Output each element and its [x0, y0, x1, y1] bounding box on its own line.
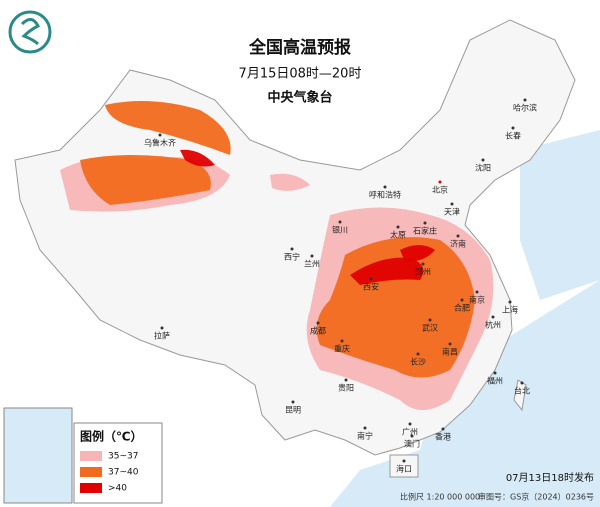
city-dot: [363, 426, 367, 430]
city-dot: [290, 247, 294, 251]
city-label: 呼和浩特: [369, 190, 401, 200]
heat-area: [270, 173, 310, 191]
city-label: 郑州: [415, 267, 431, 277]
city-label: 南宁: [357, 431, 373, 441]
city-label: 拉萨: [154, 331, 170, 341]
legend-swatch: [80, 483, 102, 493]
city-label: 南昌: [442, 347, 458, 357]
city-label: 哈尔滨: [513, 103, 537, 113]
legend-label: >40: [108, 484, 127, 494]
city-dot: [448, 342, 452, 346]
issued-time: 07月13日18时发布: [506, 471, 594, 484]
sea-east: [520, 130, 600, 300]
agency: 中央气象台: [267, 90, 332, 106]
city-dot: [402, 459, 406, 463]
heat-area: [80, 155, 211, 205]
city-dot: [340, 339, 344, 343]
city-label: 海口: [396, 464, 412, 474]
title: 全国高温预报: [248, 37, 351, 58]
city-label: 贵阳: [338, 383, 354, 393]
city-dot: [508, 300, 512, 304]
city-dot: [160, 326, 164, 330]
heat-area: [180, 149, 215, 167]
city-label: 银川: [332, 225, 348, 235]
legend-label: 37~40: [108, 468, 139, 478]
heat-area: [350, 257, 424, 285]
city-label: 天津: [444, 207, 460, 217]
city-dot: [408, 422, 412, 426]
approval-number: 审图号：GS京（2024）0236号: [478, 492, 594, 502]
city-label: 上海: [502, 305, 518, 315]
city-dot: [460, 298, 464, 302]
heat-area: [400, 245, 435, 262]
city-label: 澳门: [404, 439, 420, 449]
city-dot: [456, 234, 460, 238]
city-label: 成都: [310, 326, 326, 336]
city-label: 兰州: [304, 259, 320, 269]
city-dot: [475, 290, 479, 294]
scale: 比例尺 1:20 000 000: [400, 492, 480, 502]
city-label: 重庆: [334, 344, 350, 354]
city-dot: [369, 277, 373, 281]
city-dot: [410, 434, 414, 438]
hainan: [389, 454, 419, 478]
city-dot: [421, 262, 425, 266]
city-dot: [310, 254, 314, 258]
city-label: 济南: [450, 239, 466, 249]
city-dot: [396, 225, 400, 229]
legend-items: 35~37 37~40 >40: [80, 451, 139, 494]
city-label: 沈阳: [475, 163, 491, 173]
city-label: 杭州: [485, 320, 501, 330]
city-label: 武汉: [422, 323, 438, 333]
logo-mark: [20, 18, 41, 46]
city-dot: [481, 158, 485, 162]
city-label: 香港: [435, 432, 451, 442]
city-dot: [491, 315, 495, 319]
city-label: 乌鲁木齐: [144, 138, 176, 148]
city-label: 长沙: [410, 357, 426, 367]
city-dot: [316, 321, 320, 325]
city-dot: [520, 381, 524, 385]
city-label: 合肥: [454, 303, 470, 313]
city-dot: [450, 202, 454, 206]
city-label: 广州: [402, 427, 418, 437]
legend-title: 图例（℃）: [80, 429, 143, 444]
city-label: 南京: [469, 295, 485, 305]
city-label: 太原: [390, 230, 406, 240]
city-dot: [511, 126, 515, 130]
city-dot: [428, 318, 432, 322]
city-dot: [158, 133, 162, 137]
city-label: 福州: [487, 377, 503, 386]
city-label: 北京: [432, 185, 448, 195]
south-sea-inset: [3, 407, 73, 504]
city-dot: [423, 221, 427, 225]
legend-swatch: [80, 467, 102, 477]
city-label: 台北: [514, 386, 530, 396]
city-dot: [338, 220, 342, 224]
city-dot: [438, 180, 442, 184]
heat-area: [105, 101, 231, 155]
heat-areas: [60, 101, 494, 410]
city-dot: [291, 400, 295, 404]
city-label: 昆明: [285, 406, 301, 415]
city-label: 石家庄: [413, 226, 437, 236]
city-dot: [493, 371, 497, 375]
city-dot: [441, 427, 445, 431]
legend-label: 35~37: [108, 452, 138, 462]
city-dot: [344, 378, 348, 382]
city-label: 西安: [363, 282, 379, 292]
time-range: 7月15日08时—20时: [239, 67, 362, 82]
legend-swatch: [80, 451, 102, 461]
city-label: 西宁: [284, 252, 300, 262]
city-dot: [416, 352, 420, 356]
city-label: 长春: [505, 131, 521, 141]
city-dot: [523, 98, 527, 102]
city-dot: [383, 185, 387, 189]
